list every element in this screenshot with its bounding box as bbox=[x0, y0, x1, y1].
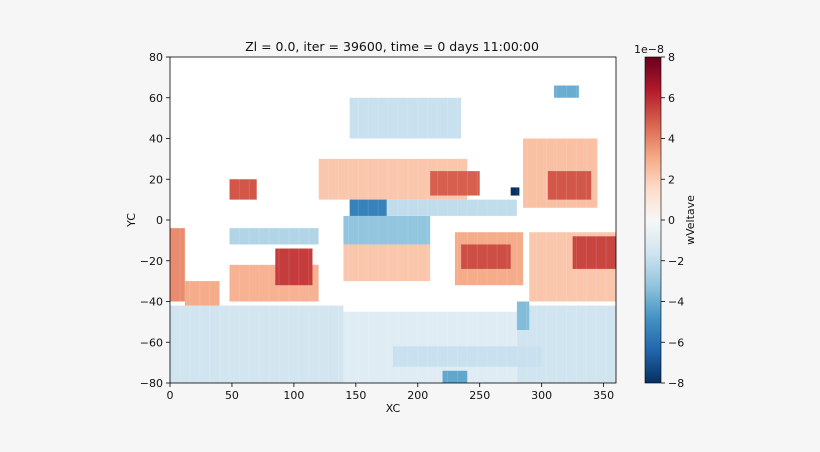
y-tick-label: −60 bbox=[140, 336, 163, 349]
heatmap-region bbox=[510, 187, 520, 196]
heatmap-region bbox=[170, 305, 220, 383]
heatmap-region bbox=[430, 171, 480, 196]
y-tick-label: 60 bbox=[149, 92, 163, 105]
heatmap-region bbox=[184, 281, 220, 306]
colorbar-tick-label: −2 bbox=[668, 255, 684, 268]
y-tick-label: 80 bbox=[149, 51, 163, 64]
heatmap-region bbox=[554, 85, 579, 98]
heatmap-region bbox=[219, 305, 344, 383]
colorbar-tick-label: 6 bbox=[668, 92, 675, 105]
colorbar-tick-label: 2 bbox=[668, 173, 675, 186]
colorbar-scale-text: 1e−8 bbox=[634, 43, 664, 56]
colorbar-ticks: 8 6 4 2 0 −2 −4 −6 −8 bbox=[661, 51, 684, 390]
colorbar-tick-label: −8 bbox=[668, 377, 684, 390]
heatmap-region bbox=[343, 215, 431, 245]
colorbar-tick-label: −6 bbox=[668, 336, 684, 349]
heatmap-region bbox=[170, 228, 185, 302]
colorbar-tick-label: −4 bbox=[668, 296, 684, 309]
y-tick-label: −80 bbox=[140, 377, 163, 390]
colorbar-tick-label: 0 bbox=[668, 214, 675, 227]
heatmap-region bbox=[393, 346, 542, 367]
x-tick-label: 50 bbox=[225, 389, 239, 402]
heatmap-region bbox=[229, 179, 257, 200]
heatmap-plot-area bbox=[169, 56, 617, 384]
x-tick-label: 300 bbox=[531, 389, 552, 402]
heatmap-region bbox=[229, 228, 319, 245]
y-tick-label: 0 bbox=[156, 214, 163, 227]
y-tick-label: −20 bbox=[140, 255, 163, 268]
x-tick-label: 150 bbox=[345, 389, 366, 402]
y-tick-label: 20 bbox=[149, 173, 163, 186]
x-tick-label: 200 bbox=[407, 389, 428, 402]
heatmap-region bbox=[547, 171, 592, 200]
colorbar-gradient bbox=[644, 56, 662, 384]
x-tick-label: 100 bbox=[283, 389, 304, 402]
colorbar-label: wVeltave bbox=[684, 195, 697, 245]
heatmap-cells bbox=[170, 57, 616, 383]
chart-title: Zl = 0.0, iter = 39600, time = 0 days 11… bbox=[245, 39, 539, 54]
y-axis: 80 60 40 20 0 −20 −40 −60 −80 bbox=[140, 51, 170, 390]
x-tick-label: 350 bbox=[593, 389, 614, 402]
heatmap-region bbox=[461, 244, 511, 269]
heatmap-region bbox=[343, 244, 431, 282]
colorbar-tick-label: 4 bbox=[668, 133, 675, 146]
heatmap-region bbox=[349, 97, 462, 139]
x-tick-label: 0 bbox=[167, 389, 174, 402]
heatmap-region bbox=[516, 301, 530, 331]
heatmap-region bbox=[275, 248, 313, 286]
heatmap-region bbox=[516, 305, 616, 383]
heatmap-region bbox=[442, 370, 468, 383]
heatmap-region bbox=[386, 199, 517, 216]
colorbar: 8 6 4 2 0 −2 −4 −6 −8 1e−8 wVeltave bbox=[634, 43, 697, 390]
y-axis-label: YC bbox=[125, 213, 138, 228]
x-axis: 0 50 100 150 200 250 300 350 bbox=[167, 383, 614, 402]
y-tick-label: 40 bbox=[149, 133, 163, 146]
x-axis-label: XC bbox=[386, 402, 401, 415]
x-tick-label: 250 bbox=[469, 389, 490, 402]
y-tick-label: −40 bbox=[140, 296, 163, 309]
heatmap-region bbox=[572, 236, 616, 269]
colorbar-tick-label: 8 bbox=[668, 51, 675, 64]
